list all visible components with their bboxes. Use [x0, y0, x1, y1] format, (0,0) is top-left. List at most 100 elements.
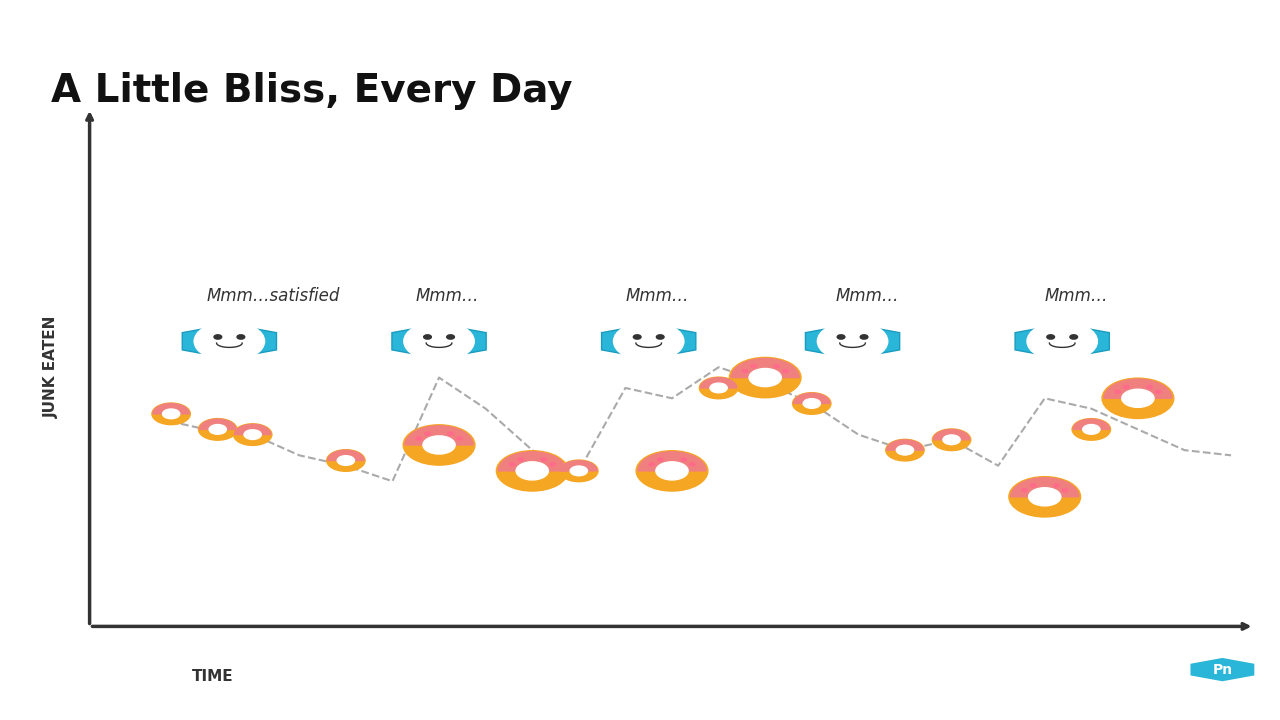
- Circle shape: [750, 364, 756, 368]
- Wedge shape: [234, 424, 271, 435]
- Circle shape: [774, 364, 780, 368]
- Wedge shape: [887, 440, 923, 450]
- Circle shape: [1121, 390, 1155, 408]
- Circle shape: [837, 335, 845, 339]
- Circle shape: [337, 456, 355, 465]
- Circle shape: [1029, 487, 1061, 506]
- Circle shape: [742, 369, 748, 373]
- Wedge shape: [561, 461, 596, 471]
- Circle shape: [1070, 335, 1078, 339]
- Wedge shape: [498, 451, 566, 471]
- Circle shape: [818, 321, 888, 361]
- Circle shape: [1062, 489, 1068, 492]
- Circle shape: [457, 437, 462, 440]
- Circle shape: [932, 429, 970, 451]
- Circle shape: [657, 335, 664, 339]
- Circle shape: [1147, 385, 1152, 389]
- Circle shape: [403, 425, 475, 465]
- Circle shape: [634, 335, 641, 339]
- Circle shape: [1009, 477, 1080, 517]
- Polygon shape: [182, 324, 276, 359]
- Wedge shape: [1011, 477, 1079, 497]
- Text: Pn: Pn: [1212, 662, 1233, 677]
- Circle shape: [636, 451, 708, 491]
- Circle shape: [517, 458, 524, 461]
- Wedge shape: [1073, 419, 1110, 429]
- Circle shape: [658, 458, 663, 461]
- Circle shape: [655, 462, 689, 480]
- Circle shape: [860, 335, 868, 339]
- Circle shape: [699, 377, 737, 399]
- Circle shape: [237, 335, 244, 339]
- Circle shape: [404, 321, 474, 361]
- Circle shape: [1124, 385, 1129, 389]
- Circle shape: [233, 424, 271, 446]
- Wedge shape: [1103, 379, 1172, 398]
- Circle shape: [447, 335, 454, 339]
- Text: A Little Bliss, Every Day: A Little Bliss, Every Day: [51, 72, 572, 110]
- Circle shape: [559, 460, 598, 482]
- Circle shape: [886, 439, 924, 461]
- Circle shape: [1115, 390, 1120, 393]
- Polygon shape: [805, 324, 900, 359]
- Wedge shape: [731, 359, 799, 377]
- Circle shape: [792, 392, 831, 414]
- Circle shape: [730, 357, 801, 397]
- Circle shape: [163, 409, 179, 419]
- Circle shape: [943, 435, 960, 445]
- Circle shape: [326, 450, 365, 472]
- Circle shape: [570, 466, 588, 476]
- Wedge shape: [328, 450, 364, 461]
- Text: JUNK EATEN: JUNK EATEN: [44, 316, 59, 418]
- Circle shape: [152, 403, 191, 425]
- Circle shape: [422, 436, 456, 454]
- Circle shape: [416, 437, 421, 440]
- Circle shape: [1156, 390, 1161, 393]
- Wedge shape: [637, 451, 707, 471]
- Circle shape: [1021, 489, 1028, 492]
- Circle shape: [448, 432, 453, 435]
- Circle shape: [1047, 335, 1055, 339]
- Circle shape: [195, 321, 265, 361]
- Wedge shape: [794, 393, 829, 403]
- Circle shape: [782, 369, 788, 373]
- Circle shape: [1083, 425, 1100, 434]
- Text: TIME: TIME: [192, 670, 234, 684]
- Circle shape: [497, 451, 568, 491]
- Text: Mmm…: Mmm…: [835, 287, 899, 305]
- Circle shape: [541, 458, 547, 461]
- Circle shape: [649, 463, 654, 466]
- Circle shape: [1027, 321, 1097, 361]
- Circle shape: [424, 335, 431, 339]
- Polygon shape: [392, 324, 486, 359]
- Circle shape: [749, 369, 781, 387]
- Circle shape: [1102, 378, 1174, 418]
- Circle shape: [690, 463, 695, 466]
- Circle shape: [896, 445, 914, 455]
- Circle shape: [425, 432, 430, 435]
- Wedge shape: [700, 378, 737, 388]
- Circle shape: [209, 425, 227, 434]
- Circle shape: [549, 463, 556, 466]
- Circle shape: [710, 383, 727, 393]
- Circle shape: [803, 399, 820, 408]
- Circle shape: [1053, 484, 1060, 487]
- Polygon shape: [1190, 658, 1254, 681]
- Circle shape: [613, 321, 684, 361]
- Polygon shape: [602, 324, 696, 359]
- Wedge shape: [404, 426, 474, 445]
- Circle shape: [516, 462, 548, 480]
- Circle shape: [509, 463, 515, 466]
- Wedge shape: [200, 419, 236, 429]
- Polygon shape: [1015, 324, 1110, 359]
- Text: Mmm…satisfied: Mmm…satisfied: [206, 287, 339, 305]
- Circle shape: [1073, 418, 1111, 440]
- Wedge shape: [152, 404, 189, 414]
- Text: Mmm…: Mmm…: [626, 287, 689, 305]
- Circle shape: [1030, 484, 1036, 487]
- Circle shape: [214, 335, 221, 339]
- Circle shape: [244, 430, 261, 439]
- Wedge shape: [933, 430, 970, 440]
- Text: Mmm…: Mmm…: [416, 287, 479, 305]
- Text: Mmm…: Mmm…: [1044, 287, 1108, 305]
